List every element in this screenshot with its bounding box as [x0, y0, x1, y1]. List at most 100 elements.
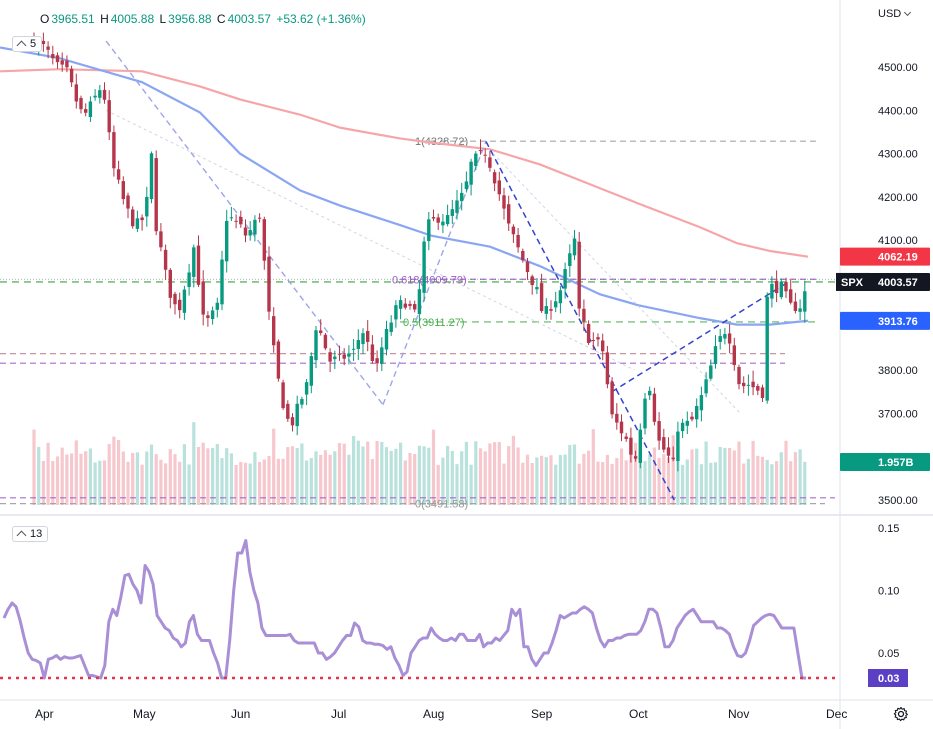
volume-bar: [507, 446, 511, 505]
volume-bar: [380, 441, 384, 505]
volume-bar: [756, 455, 760, 505]
volume-bar: [154, 454, 158, 505]
candle: [460, 182, 464, 211]
candle-body: [652, 393, 657, 422]
volume-bar: [525, 454, 530, 505]
candle: [742, 376, 746, 394]
volume-bar: [718, 446, 722, 505]
change-value: +53.62 (+1.36%): [276, 12, 366, 26]
candle-body: [116, 169, 121, 180]
gear-icon[interactable]: [893, 706, 909, 722]
volume-bar: [206, 448, 210, 505]
volume-bar: [648, 454, 652, 505]
time-tick-label-0: Apr: [35, 707, 54, 721]
candle-body: [558, 290, 563, 304]
time-tick-label-4: Aug: [423, 707, 444, 721]
candle: [464, 171, 469, 193]
currency-selector[interactable]: USD: [878, 8, 912, 20]
candle-body: [662, 437, 666, 450]
candle: [88, 96, 93, 123]
candle-body: [215, 302, 219, 310]
atr-last-label-bg: [868, 669, 908, 687]
volume-bar: [728, 448, 732, 505]
candle-body: [107, 100, 111, 133]
volume-label: 1.957B: [878, 457, 914, 469]
candle-body: [408, 303, 412, 306]
volume-bar: [554, 464, 558, 505]
candle: [145, 186, 149, 227]
candle-body: [309, 356, 313, 386]
candle: [375, 350, 379, 372]
candle-body: [286, 403, 290, 419]
candle-body: [770, 283, 774, 299]
volume-bar: [540, 455, 544, 505]
candle-body: [347, 353, 351, 357]
volume-bar: [408, 452, 412, 505]
candle-body: [422, 241, 426, 293]
volume-bar: [173, 454, 177, 505]
candle: [116, 160, 121, 184]
time-tick-label-2: Jun: [231, 707, 250, 721]
candle: [666, 437, 671, 463]
candle: [408, 300, 412, 310]
candle: [286, 400, 290, 422]
candle-body: [525, 261, 530, 273]
sma-slow-label: 4062.19: [878, 252, 918, 264]
candle: [662, 428, 666, 453]
candle-body: [563, 269, 567, 289]
volume-bar: [676, 460, 680, 505]
sma-slow-line: [0, 68, 809, 258]
candle: [201, 270, 205, 326]
candle-body: [488, 157, 492, 168]
volume-bar: [389, 450, 393, 505]
volume-bar: [93, 462, 97, 505]
candle: [220, 250, 224, 311]
candle-body: [131, 209, 135, 227]
volume-bar: [98, 460, 102, 505]
volume-bar: [568, 444, 572, 505]
volume-bar: [417, 445, 421, 505]
candle-body: [638, 429, 642, 463]
volume-bar: [441, 457, 445, 505]
volume-bar: [746, 458, 750, 505]
candle-body: [403, 303, 407, 308]
volume-bar: [187, 464, 191, 505]
candle-body: [253, 219, 257, 235]
candle-body: [187, 272, 191, 287]
candle-body: [549, 309, 553, 311]
volume-label-bg: [840, 453, 930, 471]
candle-body: [582, 308, 586, 322]
candle: [732, 337, 736, 371]
candle-body: [220, 259, 224, 305]
candle-body: [46, 46, 50, 50]
lower-indicator-toggle[interactable]: 13: [12, 526, 49, 542]
candle: [126, 192, 130, 219]
candle-body: [229, 217, 234, 219]
candle: [760, 384, 765, 402]
price-indicator-toggle[interactable]: 5: [12, 36, 43, 52]
candle-body: [361, 333, 365, 345]
candle: [586, 320, 591, 345]
candle-body: [210, 310, 215, 320]
volume-bar: [37, 446, 41, 505]
candle-body: [356, 340, 360, 349]
volume-bar: [709, 462, 713, 505]
candle-body: [196, 245, 201, 285]
volume-bar: [530, 463, 534, 505]
candle-body: [718, 336, 722, 342]
candle: [549, 300, 553, 320]
volume-bar: [399, 442, 403, 505]
volume-bar: [375, 440, 379, 505]
candle: [605, 345, 610, 389]
candle: [601, 333, 605, 361]
candle: [290, 413, 295, 432]
price-tick-label-2: 4300.00: [878, 149, 918, 161]
candle: [695, 398, 699, 428]
candle: [229, 206, 234, 222]
candle: [403, 298, 407, 310]
time-tick-label-6: Oct: [629, 707, 648, 721]
candle: [159, 223, 163, 252]
candle-body: [803, 291, 807, 312]
volume-bar: [159, 459, 163, 505]
price-indicator-count: 5: [30, 38, 37, 50]
